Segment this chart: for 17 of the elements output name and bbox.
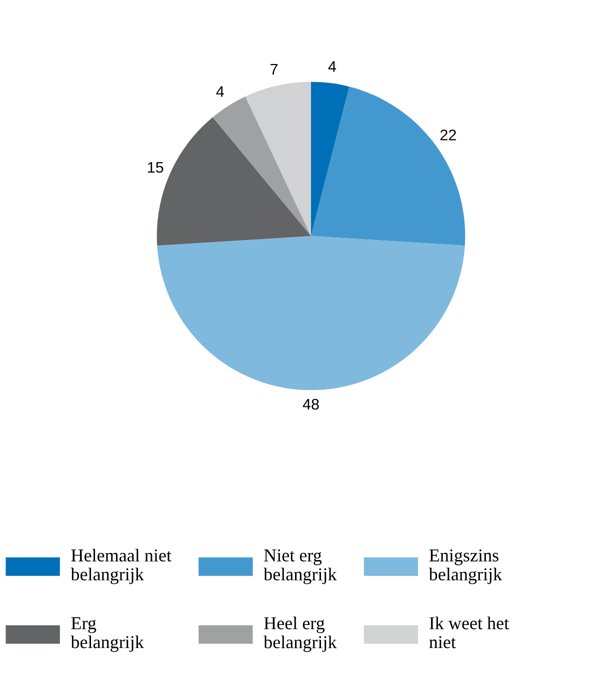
- pie-slice: [212, 96, 311, 236]
- legend-label: Helemaal niet belangrijk: [70, 548, 172, 584]
- data-label: 4: [328, 61, 336, 72]
- pie-slice: [157, 236, 465, 390]
- legend-label: Ik weet het niet: [429, 616, 509, 648]
- data-label: 22: [440, 130, 456, 140]
- legend-label: Enigszins belangrijk: [428, 549, 502, 584]
- pie-slice: [245, 82, 311, 236]
- pie-slice: [311, 86, 466, 246]
- legend-label: Niet erg belangrijk: [264, 549, 337, 584]
- data-label: 48: [302, 398, 319, 410]
- pie-slice: [311, 82, 350, 236]
- data-label: 4: [216, 86, 224, 97]
- legend-label: Heel erg belangrijk: [264, 616, 337, 652]
- data-label: 7: [270, 64, 278, 74]
- legend-label: Erg belangrijk: [70, 617, 144, 652]
- data-label: 15: [148, 162, 164, 173]
